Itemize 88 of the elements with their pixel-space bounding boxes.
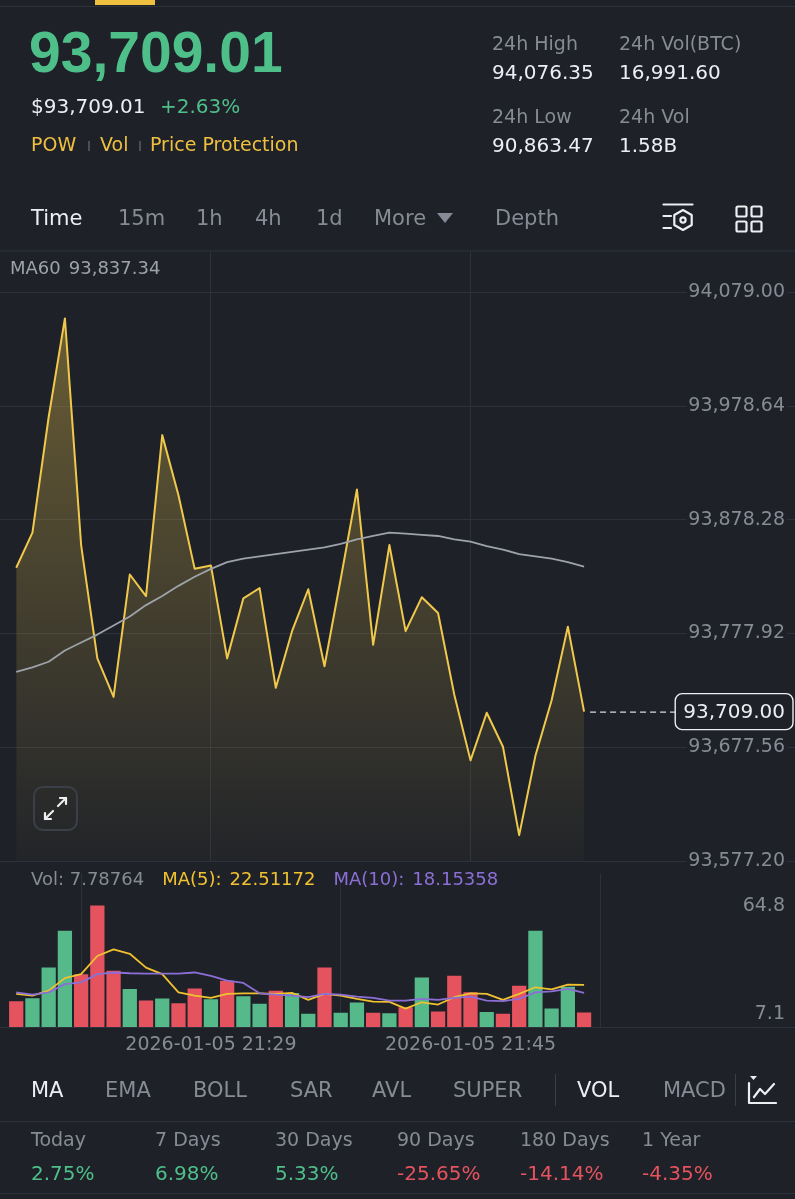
text: -25.65% <box>397 1160 481 1185</box>
text: 2.75% <box>31 1160 95 1185</box>
text: 24h High <box>492 32 578 55</box>
text: 24h Vol <box>619 105 690 128</box>
x-tick-label: 2026-01-05 21:29 <box>125 1032 297 1055</box>
bar <box>187 988 202 1027</box>
bar <box>220 980 235 1027</box>
bar <box>73 974 89 1027</box>
text: Vol <box>100 133 129 156</box>
text: 1 Year <box>642 1128 701 1151</box>
text: 93,709.01 <box>29 20 283 86</box>
bar <box>382 1013 397 1027</box>
text: BOLL <box>193 1077 247 1103</box>
y-tick-label: 93,577.20 <box>688 847 785 870</box>
text: VOL <box>577 1077 620 1103</box>
text: 30 Days <box>275 1128 353 1151</box>
text: 90,863.47 <box>492 132 594 157</box>
bar <box>430 1011 446 1027</box>
annotation: 93,837.34 <box>68 256 161 279</box>
bar <box>41 967 56 1027</box>
bar <box>90 905 105 1027</box>
y-tick-label: 93,978.64 <box>688 393 785 415</box>
bar <box>333 1012 348 1027</box>
annotation: Vol: 7.78764 <box>31 867 145 890</box>
text: SAR <box>290 1077 333 1103</box>
ref-line-label: 93,709.00 <box>683 698 785 723</box>
bar <box>576 1012 592 1027</box>
text: -14.14% <box>520 1160 604 1185</box>
bar <box>317 967 332 1027</box>
y-tick-label: 93,677.56 <box>688 734 785 757</box>
text: SUPER <box>453 1077 523 1103</box>
bar <box>122 988 137 1027</box>
text: $93,709.01 <box>31 93 146 118</box>
text: Depth <box>495 205 559 231</box>
text: AVL <box>372 1077 412 1103</box>
bar <box>9 1001 24 1027</box>
y-tick-label: 64.8 <box>742 892 785 915</box>
text: MA <box>31 1077 64 1103</box>
text: MA(5): <box>162 867 222 890</box>
text: 1h <box>196 205 223 231</box>
bar <box>268 990 283 1027</box>
text: 90 Days <box>397 1128 475 1151</box>
text: POW <box>31 133 77 156</box>
bar <box>398 1007 413 1027</box>
y-tick-label: 94,079.00 <box>688 279 785 302</box>
text: 16,991.60 <box>619 59 721 84</box>
x-tick-label: 2026-01-05 21:45 <box>384 1032 557 1055</box>
bar <box>301 1013 316 1027</box>
text: 6.98% <box>155 1160 219 1185</box>
bar <box>155 998 170 1027</box>
bar <box>349 1002 365 1027</box>
text: 7 Days <box>155 1128 221 1151</box>
text: 180 Days <box>520 1128 610 1151</box>
bar <box>106 970 121 1027</box>
annotation: 22.51172 <box>229 867 316 890</box>
bar <box>171 1003 186 1027</box>
bar <box>414 977 429 1027</box>
bar <box>479 1012 494 1027</box>
text: Today <box>31 1128 86 1151</box>
text: 15m <box>118 205 166 231</box>
bar <box>366 1012 381 1027</box>
text: EMA <box>105 1077 151 1103</box>
text: +2.63% <box>160 93 241 118</box>
text: MA(10): <box>333 867 405 890</box>
text: More <box>374 205 427 231</box>
y-tick-label: 93,777.92 <box>688 620 785 643</box>
y-tick-label: 7.1 <box>754 1000 785 1023</box>
bar <box>203 999 219 1027</box>
bar <box>447 975 462 1027</box>
text: MA60 <box>10 256 61 279</box>
text: 24h Low <box>492 105 572 128</box>
text: 24h Vol(BTC) <box>619 32 742 55</box>
text: 4h <box>255 205 282 231</box>
text: Price Protection <box>150 133 299 156</box>
text: MACD <box>663 1077 726 1103</box>
annotation: 18.15358 <box>412 867 499 890</box>
text: 1d <box>316 205 343 231</box>
bar <box>495 1013 511 1027</box>
text: -4.35% <box>642 1160 713 1185</box>
text: 1.58B <box>619 132 678 157</box>
text: Time <box>31 205 83 231</box>
bar <box>25 998 40 1027</box>
bar <box>560 986 575 1027</box>
bar <box>57 930 73 1027</box>
y-tick-label: 93,878.28 <box>688 506 785 529</box>
text: 94,076.35 <box>492 59 594 84</box>
text: 5.33% <box>275 1160 339 1185</box>
bar <box>138 1000 154 1027</box>
